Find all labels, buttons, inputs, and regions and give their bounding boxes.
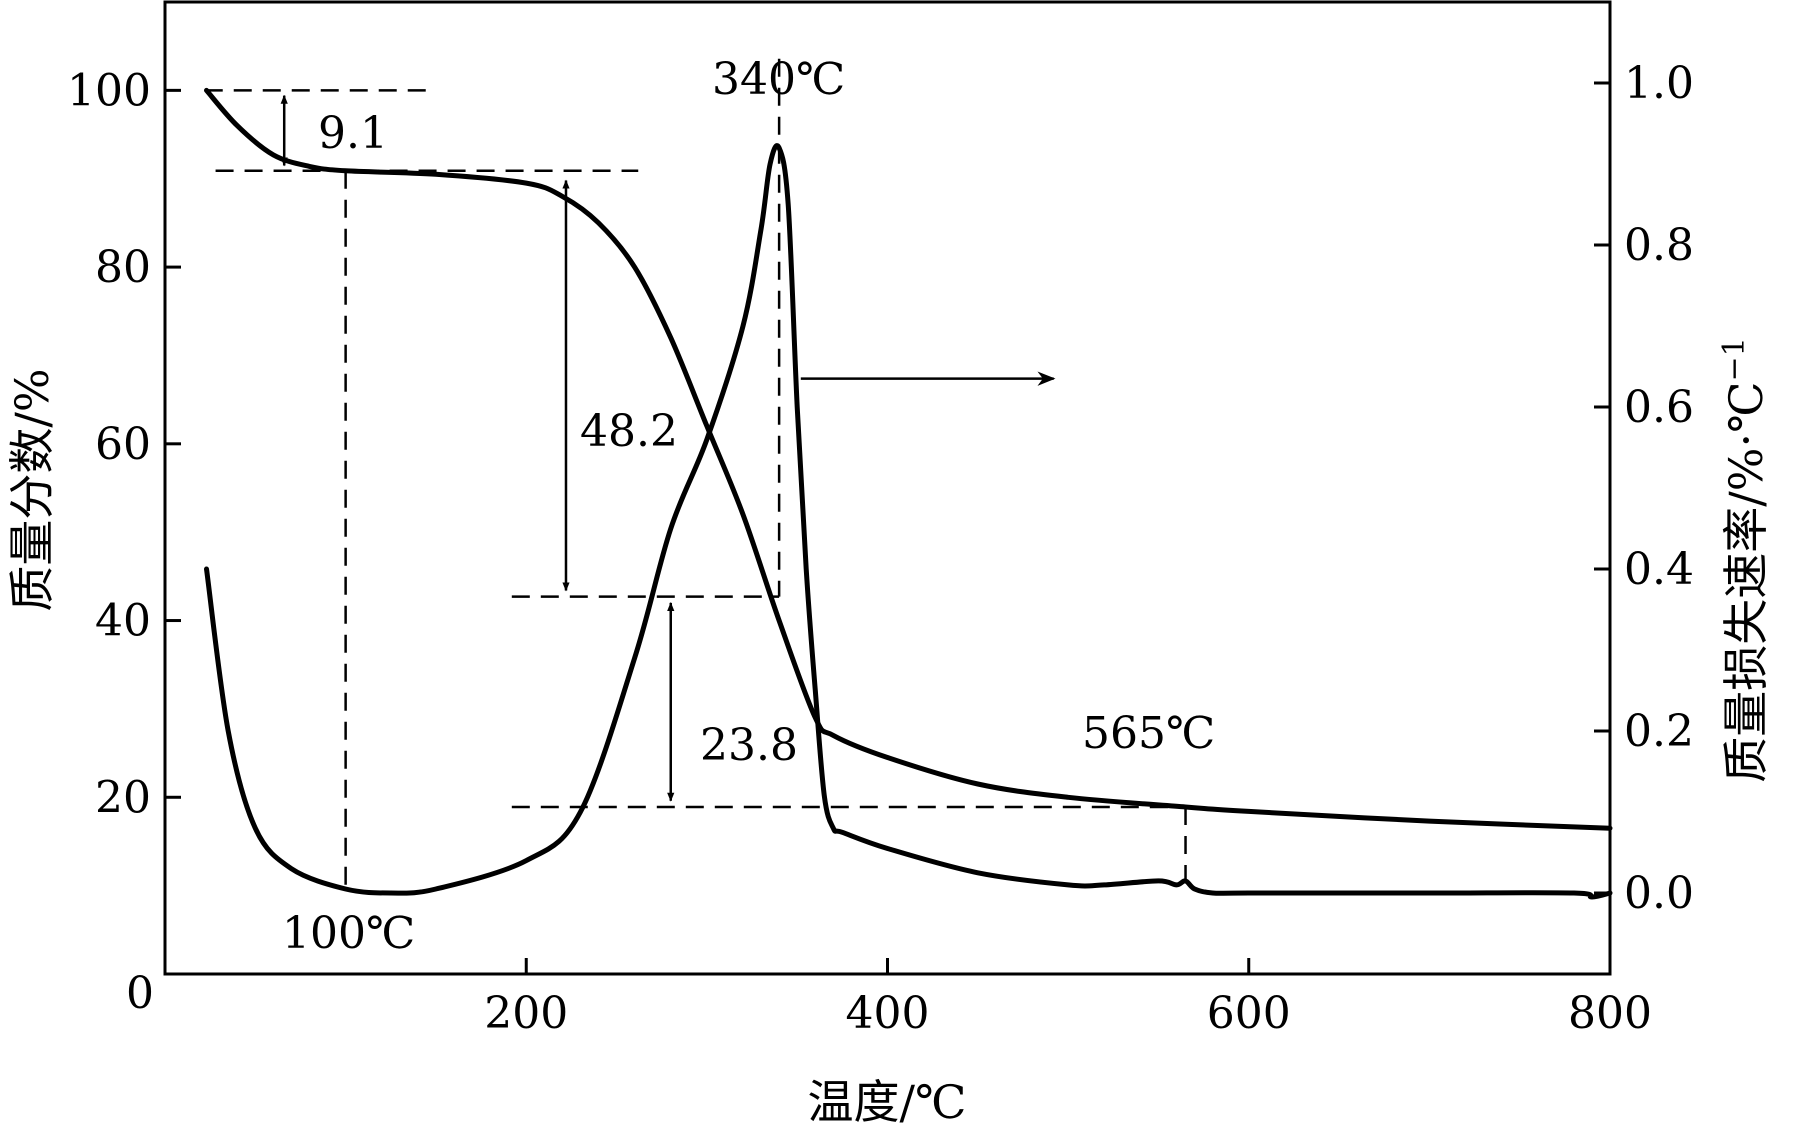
right-y-axis-title-superscript: −1 <box>1717 337 1752 381</box>
annotation-48-2: 48.2 <box>580 406 678 457</box>
left-y-tick-label-80: 80 <box>95 242 151 293</box>
left-y-tick-label-40: 40 <box>95 596 151 647</box>
right-y-axis-title-main: 质量损失速率/%·℃ <box>1719 381 1773 782</box>
left-y-tick-label-60: 60 <box>95 419 151 470</box>
x-tick-label-600: 600 <box>1207 988 1291 1039</box>
annotation-min-temp: 100℃ <box>282 908 415 959</box>
right-y-tick-label-0.2: 0.2 <box>1624 706 1694 757</box>
tg-curve <box>204 87 1613 831</box>
dtg-curve <box>204 143 1613 900</box>
x-axis-title: 温度/℃ <box>808 1075 967 1129</box>
annotation-23-8: 23.8 <box>700 720 798 771</box>
right-y-tick-label-0.6: 0.6 <box>1624 382 1694 433</box>
annotation-9-1: 9.1 <box>318 108 388 159</box>
annotation-end-temp: 565℃ <box>1082 708 1215 759</box>
left-y-tick-label-100: 100 <box>67 65 151 116</box>
x-tick-label-400: 400 <box>846 988 930 1039</box>
right-y-tick-label-0.0: 0.0 <box>1624 868 1694 919</box>
guide-lines <box>204 58 1187 893</box>
axis-ticks <box>165 81 1612 974</box>
x-tick-label-200: 200 <box>484 988 568 1039</box>
right-y-tick-label-0.8: 0.8 <box>1624 220 1694 271</box>
tick-labels: 200 400 600 800 0 20 40 60 80 100 0.0 0.2 0.4 0.6 0.8 1… <box>67 58 1694 1039</box>
origin-label: 0 <box>126 968 154 1019</box>
annotation-peak-temp: 340℃ <box>712 54 845 105</box>
right-y-axis-title: 质量损失速率/%·℃−1 <box>1717 337 1773 783</box>
left-y-tick-label-20: 20 <box>95 772 151 823</box>
right-y-tick-label-0.4: 0.4 <box>1624 544 1694 595</box>
right-y-tick-label-1.0: 1.0 <box>1624 58 1694 109</box>
x-tick-label-800: 800 <box>1568 988 1652 1039</box>
data-curves <box>204 87 1613 900</box>
left-y-axis-title: 质量分数/% <box>5 368 59 611</box>
